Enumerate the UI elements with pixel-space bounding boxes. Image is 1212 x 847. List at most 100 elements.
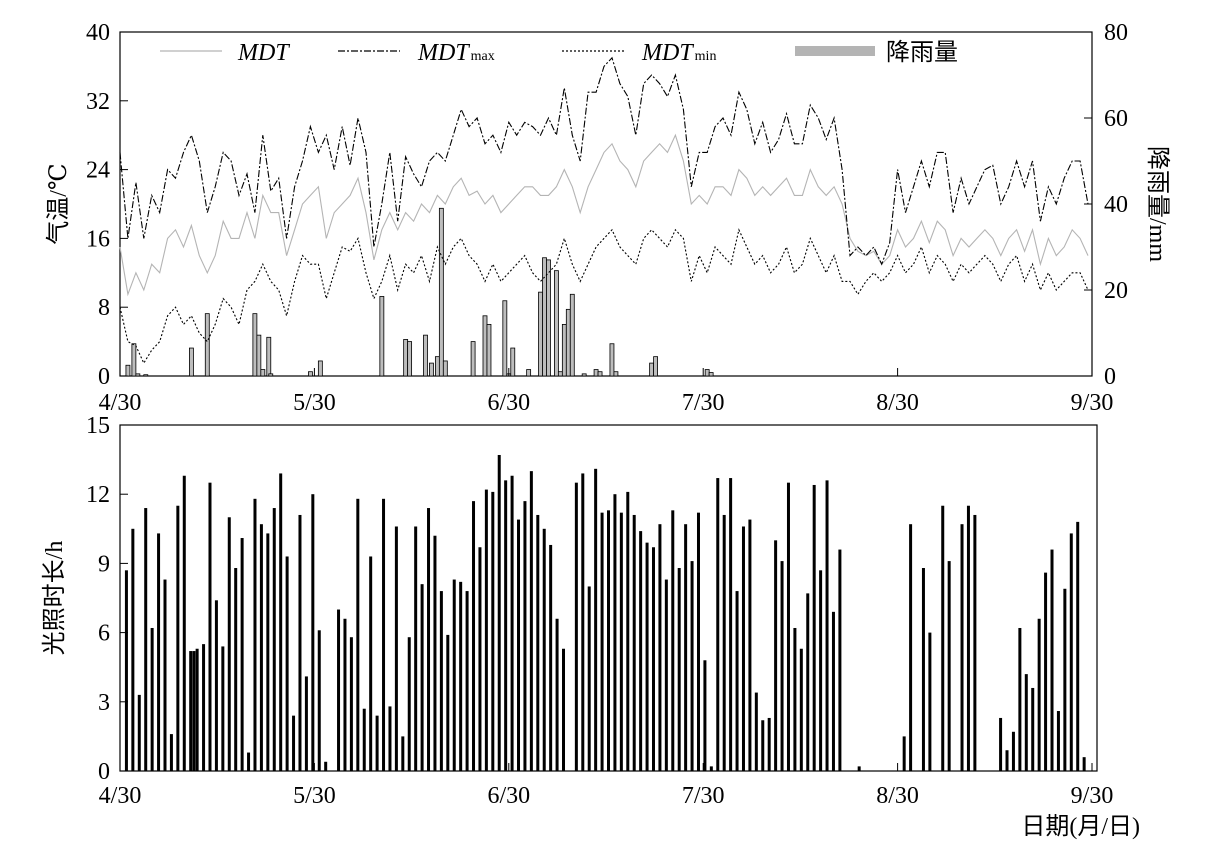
rain-bar — [569, 293, 575, 377]
y-tick-label-left: 8 — [98, 295, 110, 321]
rain-bar — [403, 339, 409, 377]
legend-swatch-rain — [795, 46, 875, 56]
sunshine-bar — [1069, 533, 1073, 771]
sunshine-bar — [227, 517, 231, 771]
sunshine-bar — [696, 512, 700, 771]
sunshine-bar — [478, 547, 482, 771]
rain-bar — [704, 369, 710, 377]
x-tick-label-top: 4/30 — [99, 390, 142, 416]
sunshine-bar — [619, 512, 623, 771]
sunshine-bar — [375, 715, 379, 771]
sunshine-bar — [497, 454, 501, 771]
sunshine-bar — [131, 528, 135, 771]
sunshine-bar — [709, 766, 713, 771]
sunshine-bar — [664, 579, 668, 771]
sunshine-bar — [690, 561, 694, 771]
rain-bar — [125, 364, 131, 377]
rain-bar — [256, 334, 262, 377]
sunshine-bar — [1018, 627, 1022, 771]
y-tick-label-bottom: 9 — [98, 551, 110, 577]
sunshine-bar — [472, 501, 476, 771]
sunshine-bar — [272, 508, 276, 771]
sunshine-bar — [632, 514, 636, 771]
rain-bar — [561, 323, 567, 377]
sunshine-bar — [999, 717, 1003, 771]
x-tick-label-bottom: 4/30 — [99, 783, 142, 809]
sunshine-bar — [356, 498, 360, 771]
x-tick-label-bottom: 5/30 — [293, 783, 336, 809]
y-tick-label-right: 20 — [1104, 278, 1128, 304]
sunshine-bar — [214, 600, 218, 771]
sunshine-bar — [947, 561, 951, 771]
y-tick-label-left: 24 — [86, 158, 110, 184]
sunshine-bar — [806, 593, 810, 771]
x-tick-label-top: 6/30 — [487, 390, 530, 416]
rain-bar — [597, 371, 603, 377]
rain-bar — [189, 347, 194, 377]
rain-bar — [442, 360, 448, 377]
x-tick-label-bottom: 8/30 — [876, 783, 919, 809]
sunshine-bar — [780, 561, 784, 771]
legend-label-mdt-min: MDT min — [641, 40, 716, 66]
rain-bar — [423, 334, 428, 377]
sunshine-bar — [825, 480, 829, 771]
sunshine-bar — [735, 591, 739, 771]
x-tick-label-bottom: 9/30 — [1071, 783, 1114, 809]
sunshine-bar — [857, 766, 861, 771]
sunshine-bar — [517, 519, 521, 771]
sunshine-bar — [626, 491, 630, 771]
sunshine-bar — [902, 736, 906, 771]
rain-bar — [434, 356, 440, 377]
sunshine-bar — [394, 526, 398, 771]
sunshine-bar — [369, 556, 373, 771]
sunshine-bar — [1037, 618, 1041, 771]
rain-bar — [609, 343, 615, 377]
sunshine-bar — [594, 468, 598, 771]
sunshine-bar — [799, 648, 803, 771]
sunshine-bar — [459, 581, 463, 771]
sunshine-bar — [189, 651, 193, 771]
sunshine-bar — [208, 482, 212, 771]
y-axis-label-rain: 降雨量/mm — [1144, 146, 1171, 262]
sunshine-bar — [279, 473, 283, 771]
sunshine-bar — [176, 505, 180, 771]
sunshine-bar — [285, 556, 289, 771]
sunshine-bar — [536, 514, 540, 771]
sunshine-bars-layer — [124, 454, 1086, 771]
sunshine-bar — [651, 547, 655, 771]
legend-label-mdt: MDT — [237, 40, 290, 66]
y-tick-label-left: 0 — [98, 364, 110, 390]
sunshine-bar — [169, 734, 173, 771]
sunshine-bar — [793, 627, 797, 771]
sunshine-bar — [909, 524, 913, 771]
y-axis-label-temperature: 气温/℃ — [45, 163, 72, 245]
rain-bar — [143, 374, 149, 377]
y-tick-label-right: 0 — [1104, 364, 1116, 390]
sunshine-bar — [831, 611, 835, 771]
sunshine-bar — [729, 478, 733, 771]
bottom-axes: 0 3 6 9 12 15 4/30 5/30 6/30 7/30 8/30 9/30 — [86, 413, 1113, 809]
sunshine-bar — [1082, 757, 1086, 771]
top-plot-frame — [119, 31, 1093, 377]
legend-label-rain: 降雨量 — [886, 39, 958, 66]
rain-bar — [581, 373, 587, 377]
y-tick-label-right: 60 — [1104, 106, 1128, 132]
rain-bar — [204, 313, 210, 377]
sunshine-bar — [510, 475, 514, 771]
sunshine-bar — [600, 512, 604, 771]
sunshine-bar — [774, 540, 778, 771]
sunshine-bar — [124, 570, 128, 771]
sunshine-bar — [221, 646, 225, 771]
sunshine-bar — [298, 514, 302, 771]
sunshine-bar — [741, 526, 745, 771]
top-axes: 0 8 16 24 32 40 0 20 40 60 80 4/30 5/30 6/30 7/30 8/30 9… — [86, 20, 1128, 416]
sunshine-bar — [658, 524, 662, 771]
rain-bar — [317, 360, 323, 377]
sunshine-bar — [671, 510, 675, 771]
sunshine-bar — [523, 501, 527, 771]
sunshine-bar — [446, 634, 450, 771]
mdt-min-line — [119, 228, 1089, 365]
rain-bar — [260, 369, 266, 377]
sunshine-bar — [677, 568, 681, 771]
